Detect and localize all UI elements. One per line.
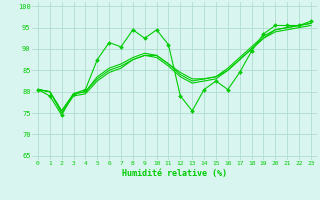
- X-axis label: Humidité relative (%): Humidité relative (%): [122, 169, 227, 178]
